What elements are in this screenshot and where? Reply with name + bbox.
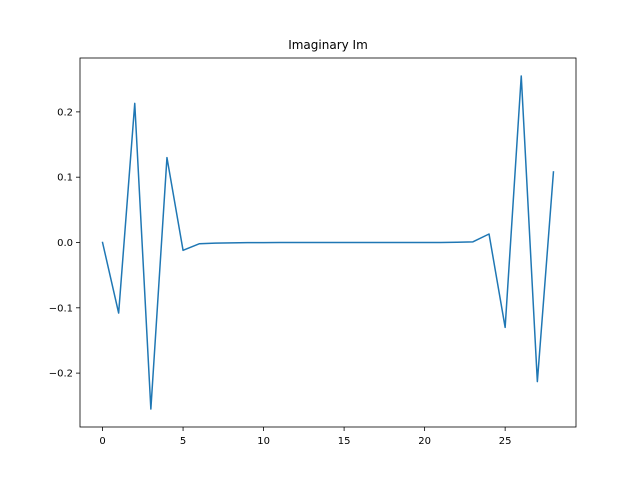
x-tick-label: 20 bbox=[418, 436, 431, 447]
y-tick-label: 0.0 bbox=[57, 238, 73, 249]
plot-area bbox=[101, 75, 555, 410]
y-tick-label: 0.2 bbox=[57, 107, 73, 118]
plot-frame bbox=[79, 57, 577, 428]
x-tick-label: 10 bbox=[257, 436, 270, 447]
x-tick-label: 25 bbox=[499, 436, 512, 447]
x-tick-label: 15 bbox=[338, 436, 351, 447]
y-axis: −0.2 −0.1 0.0 0.1 0.2 bbox=[49, 107, 80, 380]
x-tick-label: 0 bbox=[99, 436, 105, 447]
y-tick-label: −0.1 bbox=[49, 303, 73, 314]
x-tick-label: 5 bbox=[180, 436, 186, 447]
x-axis: 0 5 10 15 20 25 bbox=[99, 427, 512, 447]
chart-title: Imaginary Im bbox=[288, 38, 368, 52]
y-tick-label: 0.1 bbox=[57, 173, 73, 184]
y-tick-label: −0.2 bbox=[49, 369, 73, 380]
series-line-0 bbox=[101, 75, 555, 410]
